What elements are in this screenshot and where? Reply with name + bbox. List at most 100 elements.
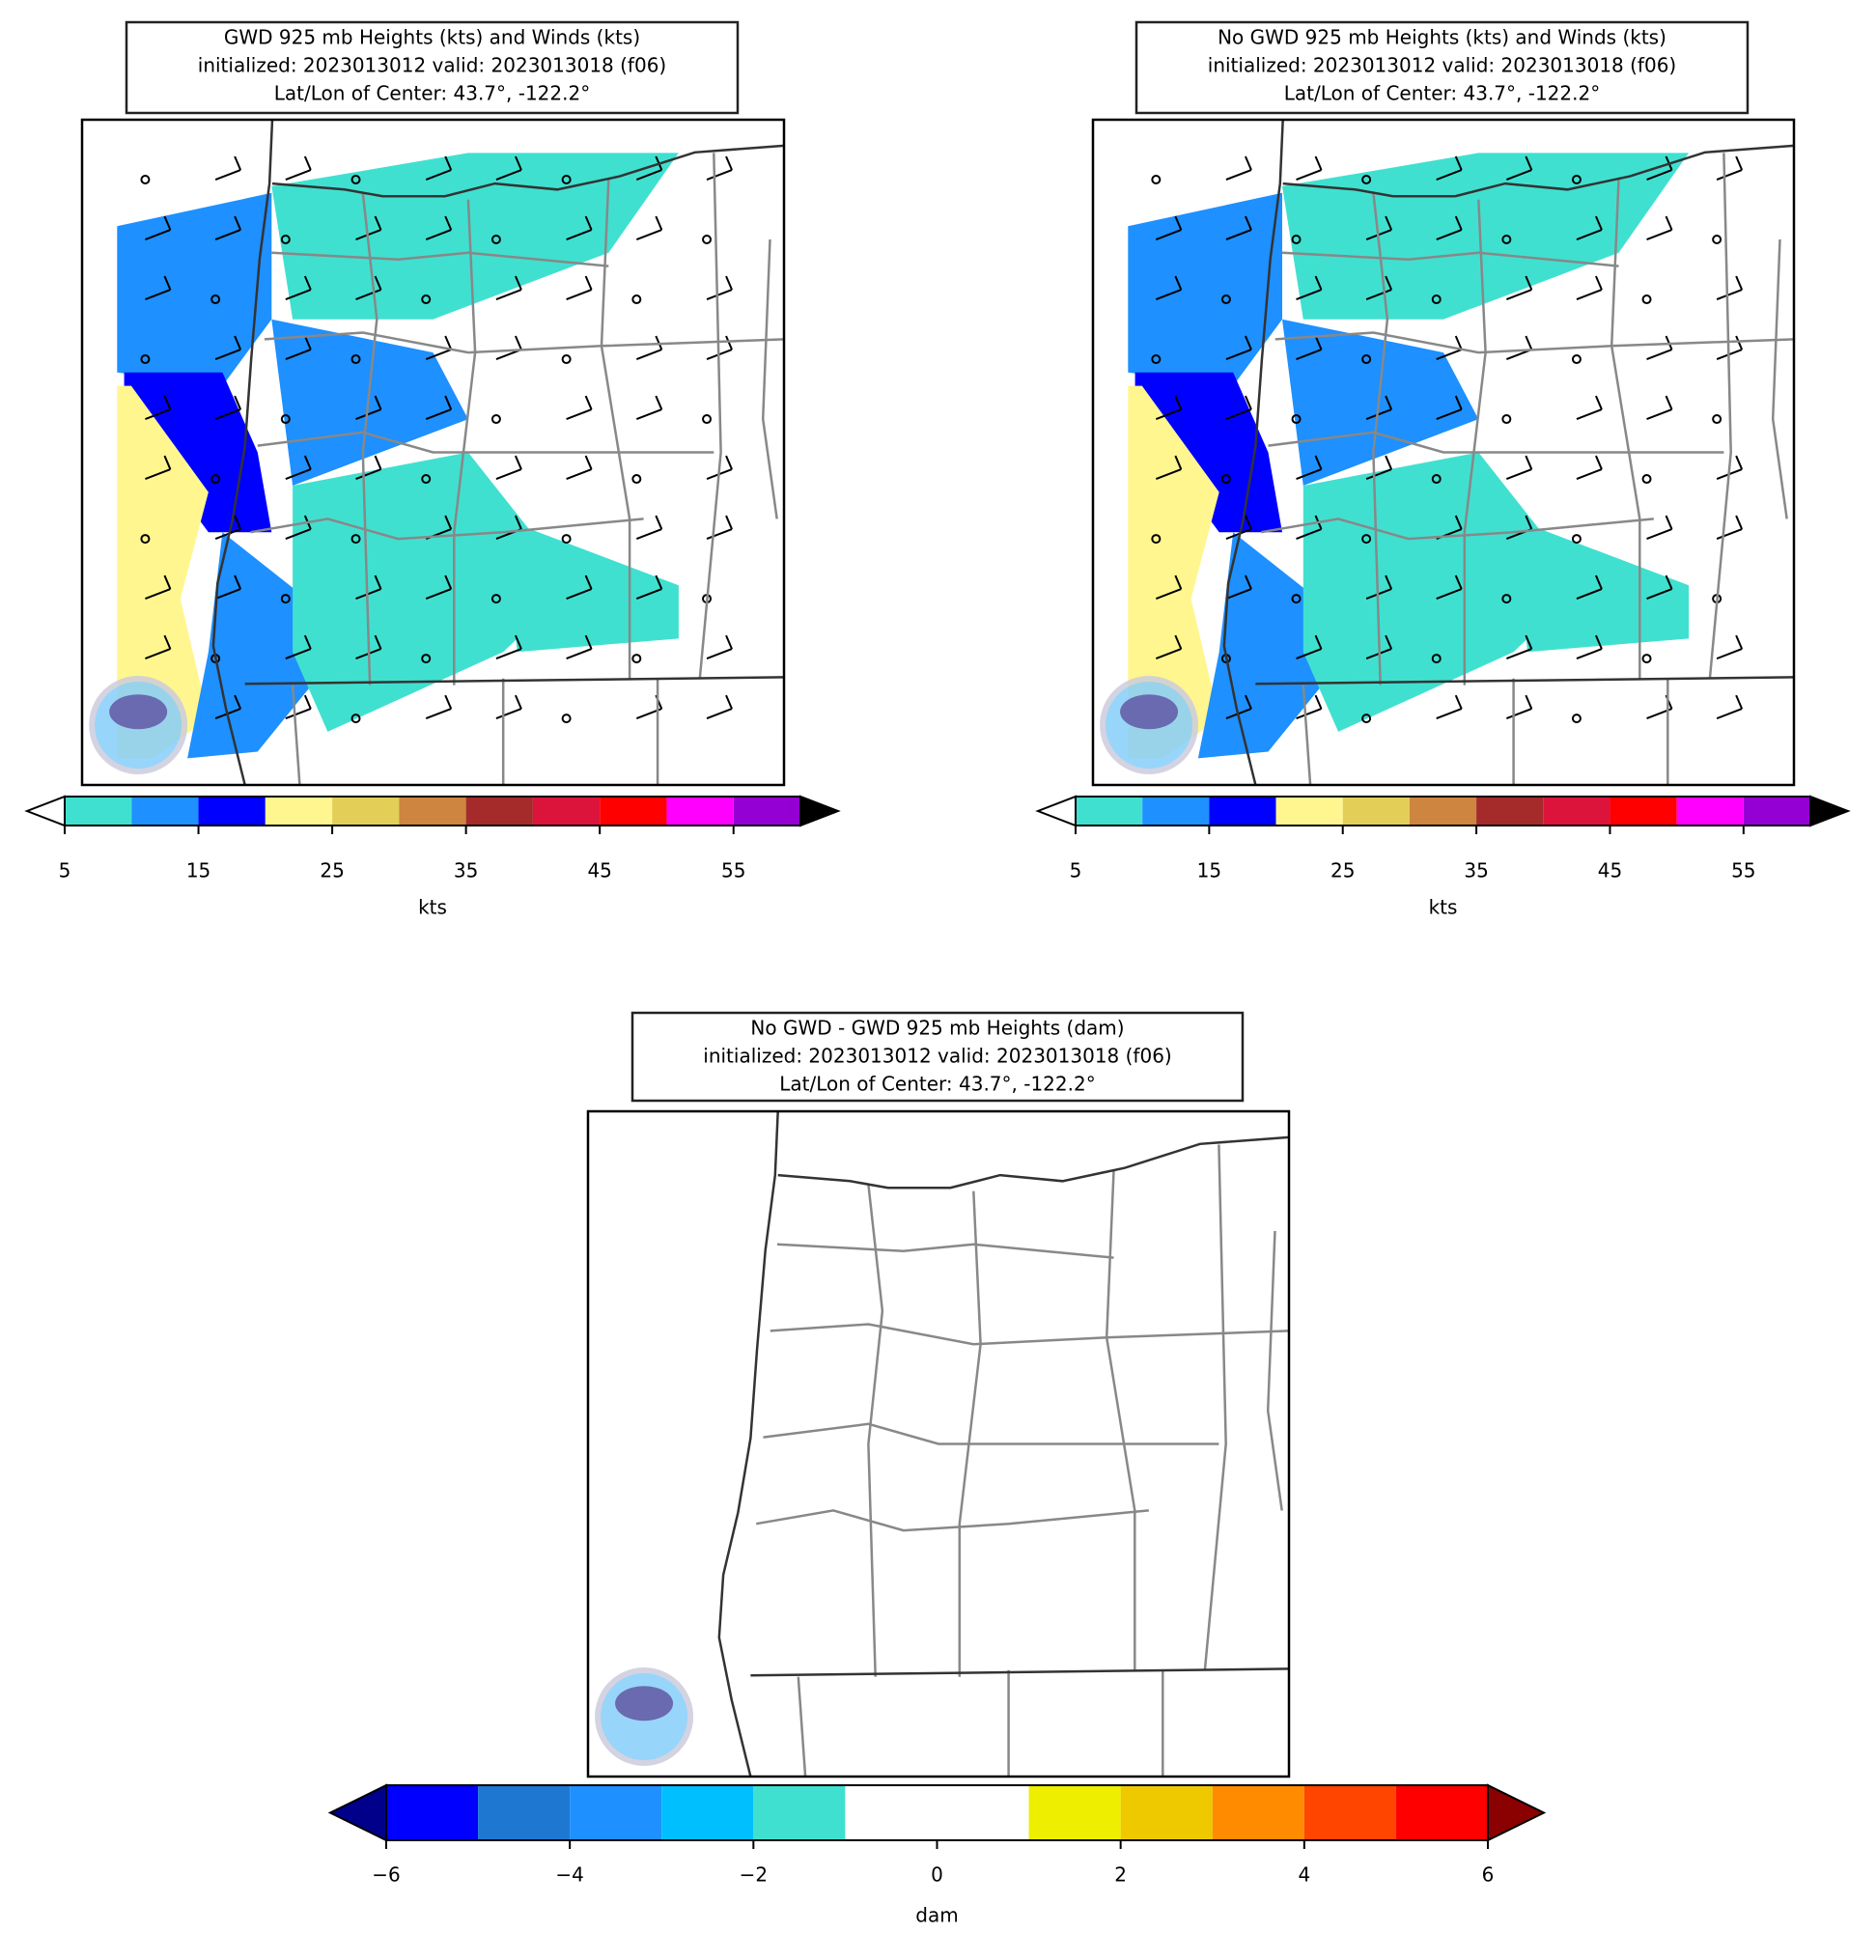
county-line [761,238,778,519]
colorbar-segment [1342,797,1410,826]
colorbar-segment [1610,797,1677,826]
wind-fill [1302,452,1584,732]
wind-barb [495,335,522,360]
calm-wind [1501,414,1512,425]
wind-barb [425,335,453,360]
wind-barb [1155,574,1183,601]
state-line [244,676,785,686]
colorbar-over [1809,795,1851,827]
colorbar-under [24,795,66,827]
county-line [1274,331,1795,354]
calm-wind [561,714,572,724]
wind-barb [706,515,733,541]
colorbar-segment [1409,797,1477,826]
calm-wind [1501,594,1512,604]
calm-wind [1641,654,1652,664]
wind-barb [425,694,453,720]
wind-barb [1296,634,1323,660]
calm-wind [1361,175,1372,185]
state-line [1255,676,1795,686]
map [595,1110,1290,1778]
logo-mark [1120,694,1179,730]
colorbar-segment [532,797,601,826]
wind-barb [425,395,453,420]
calm-wind [1501,235,1512,245]
colorbar-segment [1142,797,1210,826]
colorbar-tick-label: −6 [372,1863,400,1887]
calm-wind [631,294,642,305]
map-frame [586,1109,1291,1778]
wind-barb [1646,515,1673,541]
colorbar-segment [937,1785,1029,1840]
wind-barb [495,455,522,480]
wind-barb [145,395,172,420]
wind-barb [1296,694,1323,720]
county-line [361,192,378,686]
colorbar-segment [386,1785,479,1840]
wind-barb [1155,395,1183,420]
wind-barb [495,634,522,660]
colorbar-segment [845,1785,938,1840]
calm-wind [1151,354,1162,365]
colorbar-tick-label: 6 [1482,1863,1495,1887]
title-box [630,1011,1245,1103]
county-line [755,1509,1149,1532]
calm-wind [280,594,291,604]
map-frame [80,118,786,787]
wind-fill [117,192,272,386]
wind-fill [1282,319,1479,486]
wind-barb [1505,155,1533,181]
county-line [453,199,477,686]
title-line: GWD 925 mb Heights (kts) and Winds (kts) [224,26,640,49]
title-line: initialized: 2023013012 valid: 202301301… [198,54,666,77]
wind-fill [1128,192,1282,386]
wind-barb [1436,574,1463,601]
county-line [776,1243,1114,1259]
colorbar-segment [1076,797,1143,826]
title-line: Lat/Lon of Center: 43.7°, -122.2° [274,82,590,105]
wind-barb [145,275,172,300]
county-line [271,251,609,267]
state-line [717,1110,779,1778]
wind-barb [1716,515,1744,541]
county-line [1266,1230,1283,1511]
calm-wind [631,474,642,485]
colorbar-under [1035,795,1077,827]
calm-wind [561,534,572,545]
colorbar-segment [265,797,333,826]
state-line [271,144,785,198]
title-line: Lat/Lon of Center: 43.7°, -122.2° [1284,82,1600,105]
county-line [1463,199,1487,686]
county-line [1708,153,1732,679]
county-line [770,1323,1290,1346]
title-line: initialized: 2023013012 valid: 202301301… [703,1045,1171,1068]
wind-barb [355,455,382,480]
colorbar-segment [332,797,400,826]
wind-barb [1716,155,1744,181]
county-line [1771,238,1788,519]
colorbar-segment [65,797,132,826]
logo-mark [109,694,168,730]
calm-wind [1151,534,1162,545]
calm-wind [561,175,572,185]
wind-barb [1646,395,1673,420]
colorbar-segment [399,797,466,826]
wind-barb [355,275,382,300]
wind-barb [425,574,453,601]
calm-wind [1431,474,1442,485]
calm-wind [1431,654,1442,664]
calm-wind [1291,594,1302,604]
calm-wind [1151,175,1162,185]
wind-barb [145,634,172,660]
calm-wind [1431,294,1442,305]
wind-barb [1365,395,1393,420]
colorbar-tick-label: 35 [1464,859,1488,882]
title-box [125,20,740,115]
county-line [257,431,714,454]
county-line [600,179,631,679]
wind-barb [635,574,663,601]
calm-wind [1291,414,1302,425]
colorbar-frame [1075,796,1811,826]
state-line [750,1667,1290,1677]
colorbar-segment [478,1785,571,1840]
